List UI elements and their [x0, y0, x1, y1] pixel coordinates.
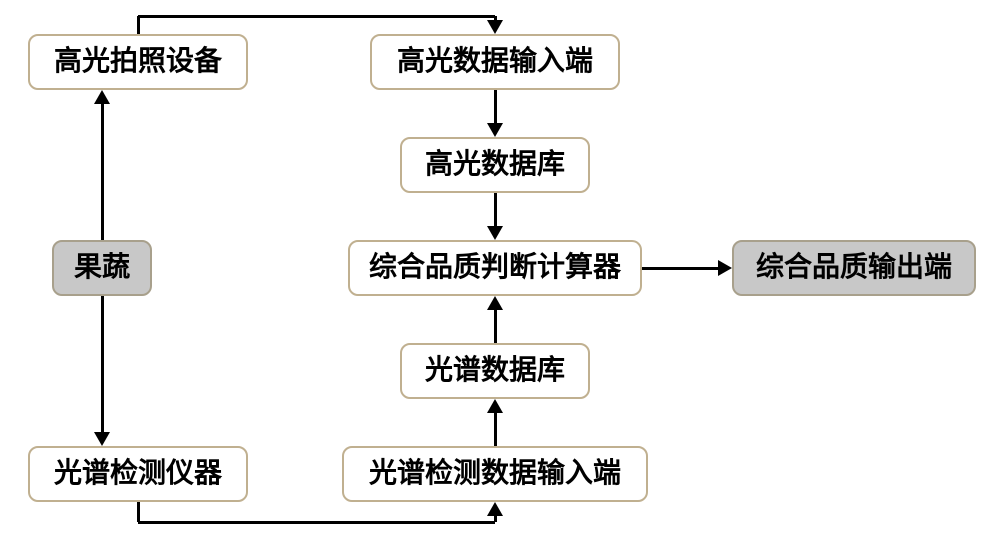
arrow-head-icon	[718, 260, 732, 276]
arrow-head-icon	[487, 226, 503, 240]
node-label: 光谱数据库	[425, 356, 565, 387]
node-label: 高光数据库	[425, 150, 565, 181]
node-spectral-input: 光谱检测数据输入端	[342, 446, 648, 502]
node-quality-calc: 综合品质判断计算器	[348, 240, 642, 296]
node-produce: 果蔬	[52, 240, 152, 296]
arrow-head-icon	[487, 399, 503, 413]
edge-line	[138, 521, 495, 524]
node-highlight-input: 高光数据输入端	[370, 34, 620, 90]
edge-line	[494, 193, 497, 228]
arrow-head-icon	[94, 90, 110, 104]
node-label: 综合品质输出端	[756, 253, 952, 284]
arrow-head-icon	[487, 20, 503, 34]
node-highlight-db: 高光数据库	[400, 137, 590, 193]
edge-line	[101, 102, 104, 240]
node-label: 果蔬	[74, 253, 130, 284]
edge-line	[494, 411, 497, 446]
node-spectral-instrument: 光谱检测仪器	[28, 446, 248, 502]
edge-line	[101, 296, 104, 434]
edge-line	[137, 16, 140, 34]
node-label: 高光拍照设备	[54, 47, 222, 78]
node-spectral-db: 光谱数据库	[400, 343, 590, 399]
node-label: 综合品质判断计算器	[369, 253, 621, 284]
arrow-head-icon	[94, 432, 110, 446]
arrow-head-icon	[487, 502, 503, 516]
edge-line	[494, 308, 497, 343]
edge-line	[642, 267, 720, 270]
node-label: 光谱检测仪器	[54, 459, 222, 490]
arrow-head-icon	[487, 123, 503, 137]
node-quality-output: 综合品质输出端	[732, 240, 976, 296]
node-label: 光谱检测数据输入端	[369, 459, 621, 490]
arrow-head-icon	[487, 296, 503, 310]
node-label: 高光数据输入端	[397, 47, 593, 78]
flowchart-canvas: 高光拍照设备 高光数据输入端 高光数据库 果蔬 综合品质判断计算器 综合品质输出…	[0, 0, 1000, 558]
edge-line	[138, 15, 495, 18]
edge-line	[137, 502, 140, 522]
edge-line	[494, 90, 497, 125]
node-highlight-camera: 高光拍照设备	[28, 34, 248, 90]
